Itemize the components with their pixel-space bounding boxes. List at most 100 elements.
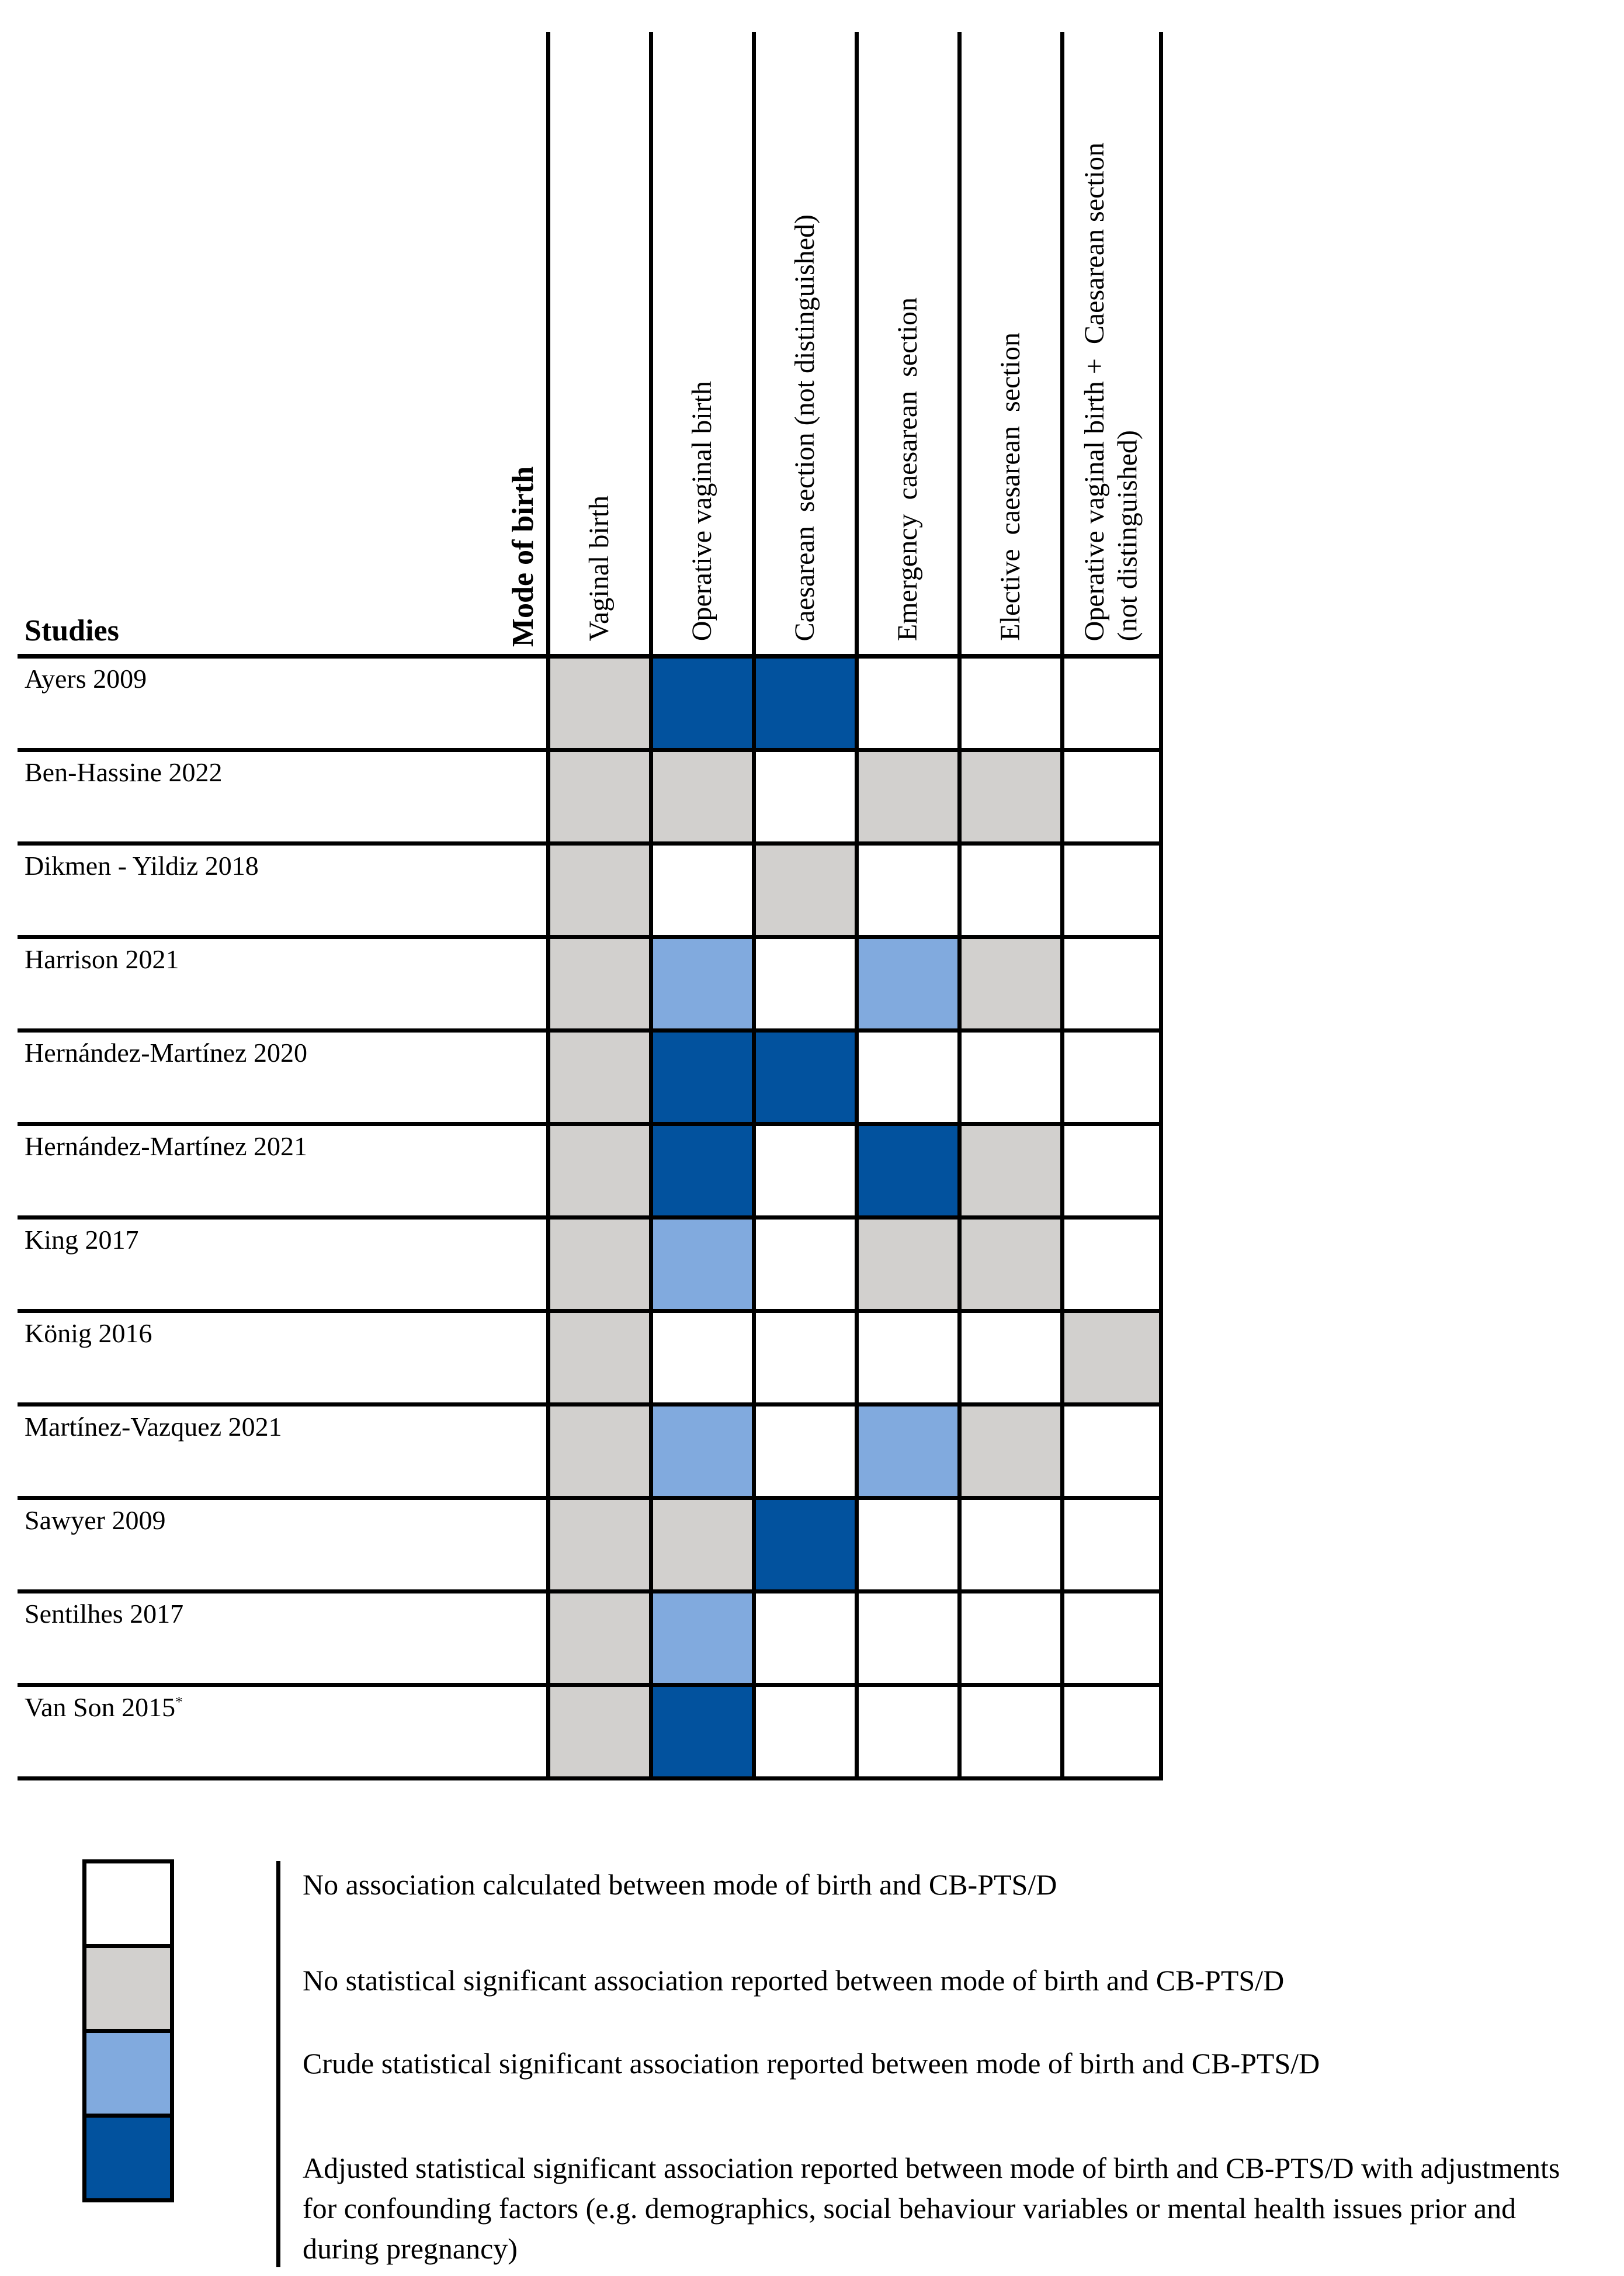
matrix-cell-ns (546, 1220, 649, 1309)
matrix-cell-ns (546, 1033, 649, 1122)
table-row: König 2016 (18, 1313, 1163, 1407)
matrix-cell-ns (649, 1500, 752, 1589)
table-row: Ayers 2009 (18, 659, 1163, 752)
matrix-cell-none (855, 1593, 957, 1683)
mode-column-label: Elective caesarean section (995, 332, 1026, 641)
matrix-header: Studies Mode of birth Vaginal birth Oper… (18, 32, 1163, 659)
matrix-cell-ns (957, 1407, 1060, 1496)
legend-swatch-ns (82, 1944, 174, 2033)
study-label: Harrison 2021 (25, 944, 179, 974)
matrix-cell-none (1060, 752, 1163, 841)
studies-header-cell: Studies Mode of birth (18, 32, 546, 654)
matrix-cell-none (752, 939, 855, 1028)
matrix-cell-none (855, 846, 957, 935)
matrix-cell-ns (957, 1220, 1060, 1309)
matrix-cell-none (752, 1407, 855, 1496)
legend-entry-no-significant: No statistical significant association r… (303, 1964, 1285, 1997)
legend-swatch-crude (82, 2029, 174, 2118)
table-row: Sentilhes 2017 (18, 1593, 1163, 1687)
mode-column-header-cell: Vaginal birth (546, 32, 649, 654)
matrix-cell-adj (752, 659, 855, 748)
matrix-cell-crude (855, 1407, 957, 1496)
matrix-cell-adj (649, 1126, 752, 1215)
matrix-cell-ns (957, 1126, 1060, 1215)
matrix-cell-ns (546, 1593, 649, 1683)
matrix-cell-ns (1060, 1313, 1163, 1402)
matrix-cell-adj (855, 1126, 957, 1215)
matrix-cell-adj (752, 1500, 855, 1589)
matrix-cell-none (957, 1033, 1060, 1122)
matrix-cell-none (1060, 659, 1163, 748)
matrix-cell-adj (752, 1033, 855, 1122)
matrix-cell-none (752, 1593, 855, 1683)
mode-column-label: Emergency caesarean section (892, 297, 924, 641)
matrix-cell-none (1060, 1687, 1163, 1776)
legend-swatch-adj (82, 2114, 174, 2202)
matrix-cell-crude (649, 1407, 752, 1496)
study-label: König 2016 (25, 1318, 152, 1348)
table-row: Ben-Hassine 2022 (18, 752, 1163, 846)
mode-column-label: Operative vaginal birth + Caesarean sect… (1079, 142, 1143, 641)
legend-entry-crude-significant: Crude statistical significant associatio… (303, 2047, 1320, 2080)
legend-entry-adjusted-significant: Adjusted statistical significant associa… (303, 2152, 1560, 2265)
matrix-cell-none (957, 1593, 1060, 1683)
table-row: Van Son 2015* (18, 1687, 1163, 1780)
matrix-cell-none (752, 1687, 855, 1776)
matrix-cell-none (1060, 1220, 1163, 1309)
study-label: Van Son 2015* (25, 1692, 183, 1722)
mode-column-label: Operative vaginal birth (686, 380, 718, 641)
table-row: Sawyer 2009 (18, 1500, 1163, 1593)
matrix-cell-none (752, 1126, 855, 1215)
studies-title: Studies (25, 614, 119, 647)
matrix-cell-none (855, 1687, 957, 1776)
matrix-cell-none (957, 1313, 1060, 1402)
matrix-cell-none (1060, 1033, 1163, 1122)
matrix-cell-none (855, 1033, 957, 1122)
legend-swatch-none (82, 1859, 174, 1948)
matrix-cell-none (752, 1313, 855, 1402)
matrix-cell-ns (546, 846, 649, 935)
matrix-cell-none (649, 1313, 752, 1402)
matrix-cell-ns (546, 1500, 649, 1589)
mode-column-header-cell: Operative vaginal birth (649, 32, 752, 654)
matrix-cell-none (855, 1500, 957, 1589)
matrix-cell-adj (649, 1687, 752, 1776)
matrix-cell-none (855, 1313, 957, 1402)
matrix-cell-ns (546, 1407, 649, 1496)
matrix-cell-none (1060, 846, 1163, 935)
table-row: Hernández-Martínez 2020 (18, 1033, 1163, 1126)
mode-of-birth-matrix: Studies Mode of birth Vaginal birth Oper… (18, 32, 1163, 1780)
table-row: Dikmen - Yildiz 2018 (18, 846, 1163, 939)
mode-column-header-cell: Caesarean section (not distinguished) (752, 32, 855, 654)
study-label: Sentilhes 2017 (25, 1599, 184, 1629)
mode-column-label: Vaginal birth (584, 495, 615, 641)
matrix-cell-none (1060, 1407, 1163, 1496)
matrix-cell-adj (649, 659, 752, 748)
matrix-cell-ns (546, 1313, 649, 1402)
study-label: Hernández-Martínez 2021 (25, 1131, 308, 1161)
matrix-cell-none (752, 752, 855, 841)
matrix-cell-none (1060, 1500, 1163, 1589)
mode-column-header-cell: Emergency caesarean section (855, 32, 957, 654)
matrix-cell-crude (649, 939, 752, 1028)
legend-entry-no-association: No association calculated between mode o… (303, 1868, 1057, 1901)
matrix-cell-ns (546, 939, 649, 1028)
mode-of-birth-title: Mode of birth (506, 466, 540, 647)
legend-divider-line (276, 1861, 280, 2267)
table-row: Harrison 2021 (18, 939, 1163, 1033)
matrix-cell-none (957, 1500, 1060, 1589)
matrix-cell-ns (546, 1687, 649, 1776)
study-label: Hernández-Martínez 2020 (25, 1038, 308, 1068)
matrix-cell-none (649, 846, 752, 935)
study-label: Sawyer 2009 (25, 1505, 166, 1535)
legend-swatches (82, 1859, 174, 2202)
matrix-cell-ns (546, 1126, 649, 1215)
matrix-cell-ns (957, 939, 1060, 1028)
matrix-cell-none (957, 846, 1060, 935)
matrix-cell-none (752, 1220, 855, 1309)
matrix-cell-none (1060, 939, 1163, 1028)
study-label: Dikmen - Yildiz 2018 (25, 851, 259, 881)
table-row: Martínez-Vazquez 2021 (18, 1407, 1163, 1500)
matrix-cell-none (1060, 1126, 1163, 1215)
